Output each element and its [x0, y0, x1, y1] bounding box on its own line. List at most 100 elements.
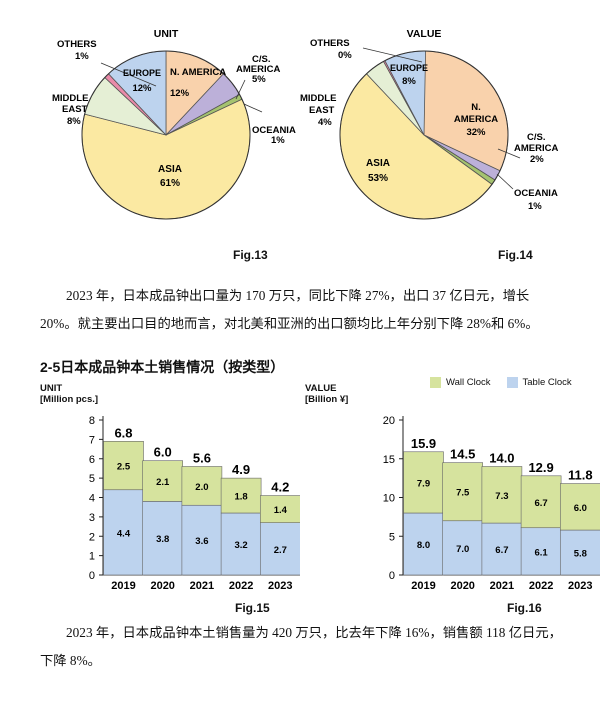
fig15-total-2021: 5.6 [193, 451, 211, 466]
fig15-total-2023: 4.2 [271, 480, 289, 495]
section-heading: 2-5日本成品钟本土销售情况（按类型） [40, 357, 284, 377]
pie1-value-middle-east: 8% [67, 116, 81, 127]
fig16-value-header: VALUE [Billion ¥] [305, 383, 348, 405]
fig16-label-table-2019: 8.0 [417, 540, 430, 551]
pie2-value-cs-america: 2% [530, 154, 544, 165]
fig16-bar-table-2019 [403, 512, 444, 576]
pie1-value-asia: 61% [160, 178, 180, 189]
pie2-label-n-america-1: N. [471, 102, 481, 113]
fig15-ytick-label: 8 [89, 415, 95, 427]
fig16-bar-table-2023 [559, 529, 600, 576]
fig16-bar-wall-2022 [520, 475, 562, 529]
fig16-label-wall-2020: 7.5 [456, 488, 470, 499]
pie1-label-n-america: N. AMERICA [170, 67, 226, 78]
pie2-label-europe: EUROPE [390, 63, 428, 73]
fig16-xtick-2023: 2023 [568, 580, 592, 592]
legend-table-swatch [506, 377, 518, 388]
fig15-label-table-2023: 2.7 [274, 545, 287, 556]
fig15-ytick-label: 4 [89, 493, 95, 505]
fig15-bar-wall-2019 [103, 441, 144, 491]
legend-wall-label: Wall Clock [446, 377, 491, 388]
fig15-ytick-label: 3 [89, 512, 95, 524]
pie1-label-cs-america-2: AMERICA [236, 64, 280, 75]
fig16-label-wall-2021: 7.3 [495, 491, 508, 502]
legend-table-label: Table Clock [522, 377, 572, 388]
fig15-total-2020: 6.0 [154, 445, 172, 460]
fig16-label-wall-2023: 6.0 [574, 503, 587, 514]
pie1-label-middle-east-1: MIDDLE [52, 93, 88, 104]
fig16-total-2019: 15.9 [411, 436, 436, 451]
fig15-label-table-2020: 3.8 [156, 534, 169, 545]
fig16-ytick-label: 20 [383, 415, 395, 427]
fig15-unit-header: UNIT [Million pcs.] [40, 383, 98, 405]
pie-chart-unit: UNIT N. AMERICA 12% C/S. AMERICA 5% OCEA… [52, 28, 558, 220]
fig15-ytick-label: 6 [89, 454, 95, 466]
fig16-bar-wall-2023 [559, 483, 600, 531]
fig15-total-2019: 6.8 [114, 425, 132, 440]
fig16-xtick-2022: 2022 [529, 580, 553, 592]
pie2-outline [339, 50, 509, 220]
fig16-label-table-2023: 5.8 [574, 549, 587, 560]
pie1-value-europe: 12% [132, 83, 152, 94]
fig16-ytick-label: 10 [383, 493, 395, 505]
pie2-label-others: OTHERS [310, 38, 350, 49]
section-number: 2-5 [40, 359, 61, 375]
fig15-bar-table-2019 [103, 489, 144, 576]
pie2-value-n-america: 32% [466, 127, 486, 138]
fig16-label-wall-2022: 6.7 [534, 498, 547, 509]
fig15-ytick-label: 0 [89, 570, 95, 582]
pie2-label-middle-east-1: MIDDLE [300, 93, 336, 104]
fig15-label-table-2019: 4.4 [117, 528, 131, 539]
legend-wall-clock: Wall Clock [430, 377, 491, 388]
bar-chart-unit: 0 1 2 3 4 5 6 7 8 4.4 2.5 6.8 2019 3.8 2.1 6.0 2020 3.6 2.… [89, 415, 300, 592]
fig15-xtick-2022: 2022 [229, 580, 253, 592]
pie2-title: VALUE [407, 28, 442, 40]
fig16-total-2020: 14.5 [450, 447, 475, 462]
fig16-ytick-label: 0 [389, 570, 395, 582]
fig15-label-wall-2021: 2.0 [195, 482, 208, 493]
fig16-unit-line2: [Billion ¥] [305, 394, 349, 405]
pie1-value-others: 1% [75, 51, 89, 62]
fig15-label-wall-2023: 1.4 [274, 505, 288, 516]
fig16-xtick-2021: 2021 [490, 580, 514, 592]
pie2-value-europe: 8% [402, 76, 416, 87]
pie2-label-cs-america-1: C/S. [527, 132, 545, 143]
pie1-value-n-america: 12% [170, 88, 190, 99]
fig16-bar-table-2022 [520, 527, 562, 576]
fig15-bar-table-2020 [142, 501, 183, 576]
pie1-value-oceania: 1% [271, 135, 285, 146]
fig16-label-table-2020: 7.0 [456, 544, 469, 555]
pie1-label-others: OTHERS [57, 39, 97, 50]
fig13-caption: Fig.13 [233, 248, 268, 262]
pie1-label-oceania: OCEANIA [252, 125, 296, 136]
pie1-label-europe: EUROPE [123, 68, 161, 78]
fig15-label-wall-2022: 1.8 [234, 492, 247, 503]
pie1-label-middle-east-2: EAST [62, 104, 88, 115]
fig16-label-table-2021: 6.7 [495, 545, 508, 556]
pie2-value-asia: 53% [368, 173, 388, 184]
fig15-xtick-2021: 2021 [190, 580, 214, 592]
pie1-label-cs-america-1: C/S. [252, 54, 270, 65]
fig15-ytick-label: 5 [89, 473, 95, 485]
fig16-label-wall-2019: 7.9 [417, 478, 430, 489]
fig15-bar-wall-2023 [259, 495, 300, 523]
fig16-xtick-2019: 2019 [411, 580, 435, 592]
fig16-total-2022: 12.9 [528, 460, 553, 475]
fig15-xtick-2023: 2023 [268, 580, 292, 592]
fig15-total-2022: 4.9 [232, 462, 250, 477]
bar-legend: Wall Clock Table Clock [430, 377, 572, 388]
fig16-total-2021: 14.0 [489, 451, 514, 466]
pie2-label-cs-america-2: AMERICA [514, 143, 558, 154]
fig16-label-table-2022: 6.1 [534, 547, 548, 558]
pie2-value-others: 0% [338, 50, 352, 61]
fig15-label-wall-2019: 2.5 [117, 462, 131, 473]
fig15-label-table-2022: 3.2 [234, 540, 247, 551]
legend-wall-swatch [430, 377, 441, 388]
fig15-bar-table-2022 [220, 512, 262, 576]
fig15-xtick-2019: 2019 [111, 580, 135, 592]
pie2-label-n-america-2: AMERICA [454, 114, 498, 125]
pie2-label-middle-east-2: EAST [309, 105, 335, 116]
fig16-xtick-2020: 2020 [450, 580, 474, 592]
fig16-unit-line1: VALUE [305, 383, 337, 394]
bar-chart-value: 0 5 10 15 20 8.0 7.9 15.9 2019 7.0 7.5 14.5 2020 6.7 7… [383, 415, 600, 592]
